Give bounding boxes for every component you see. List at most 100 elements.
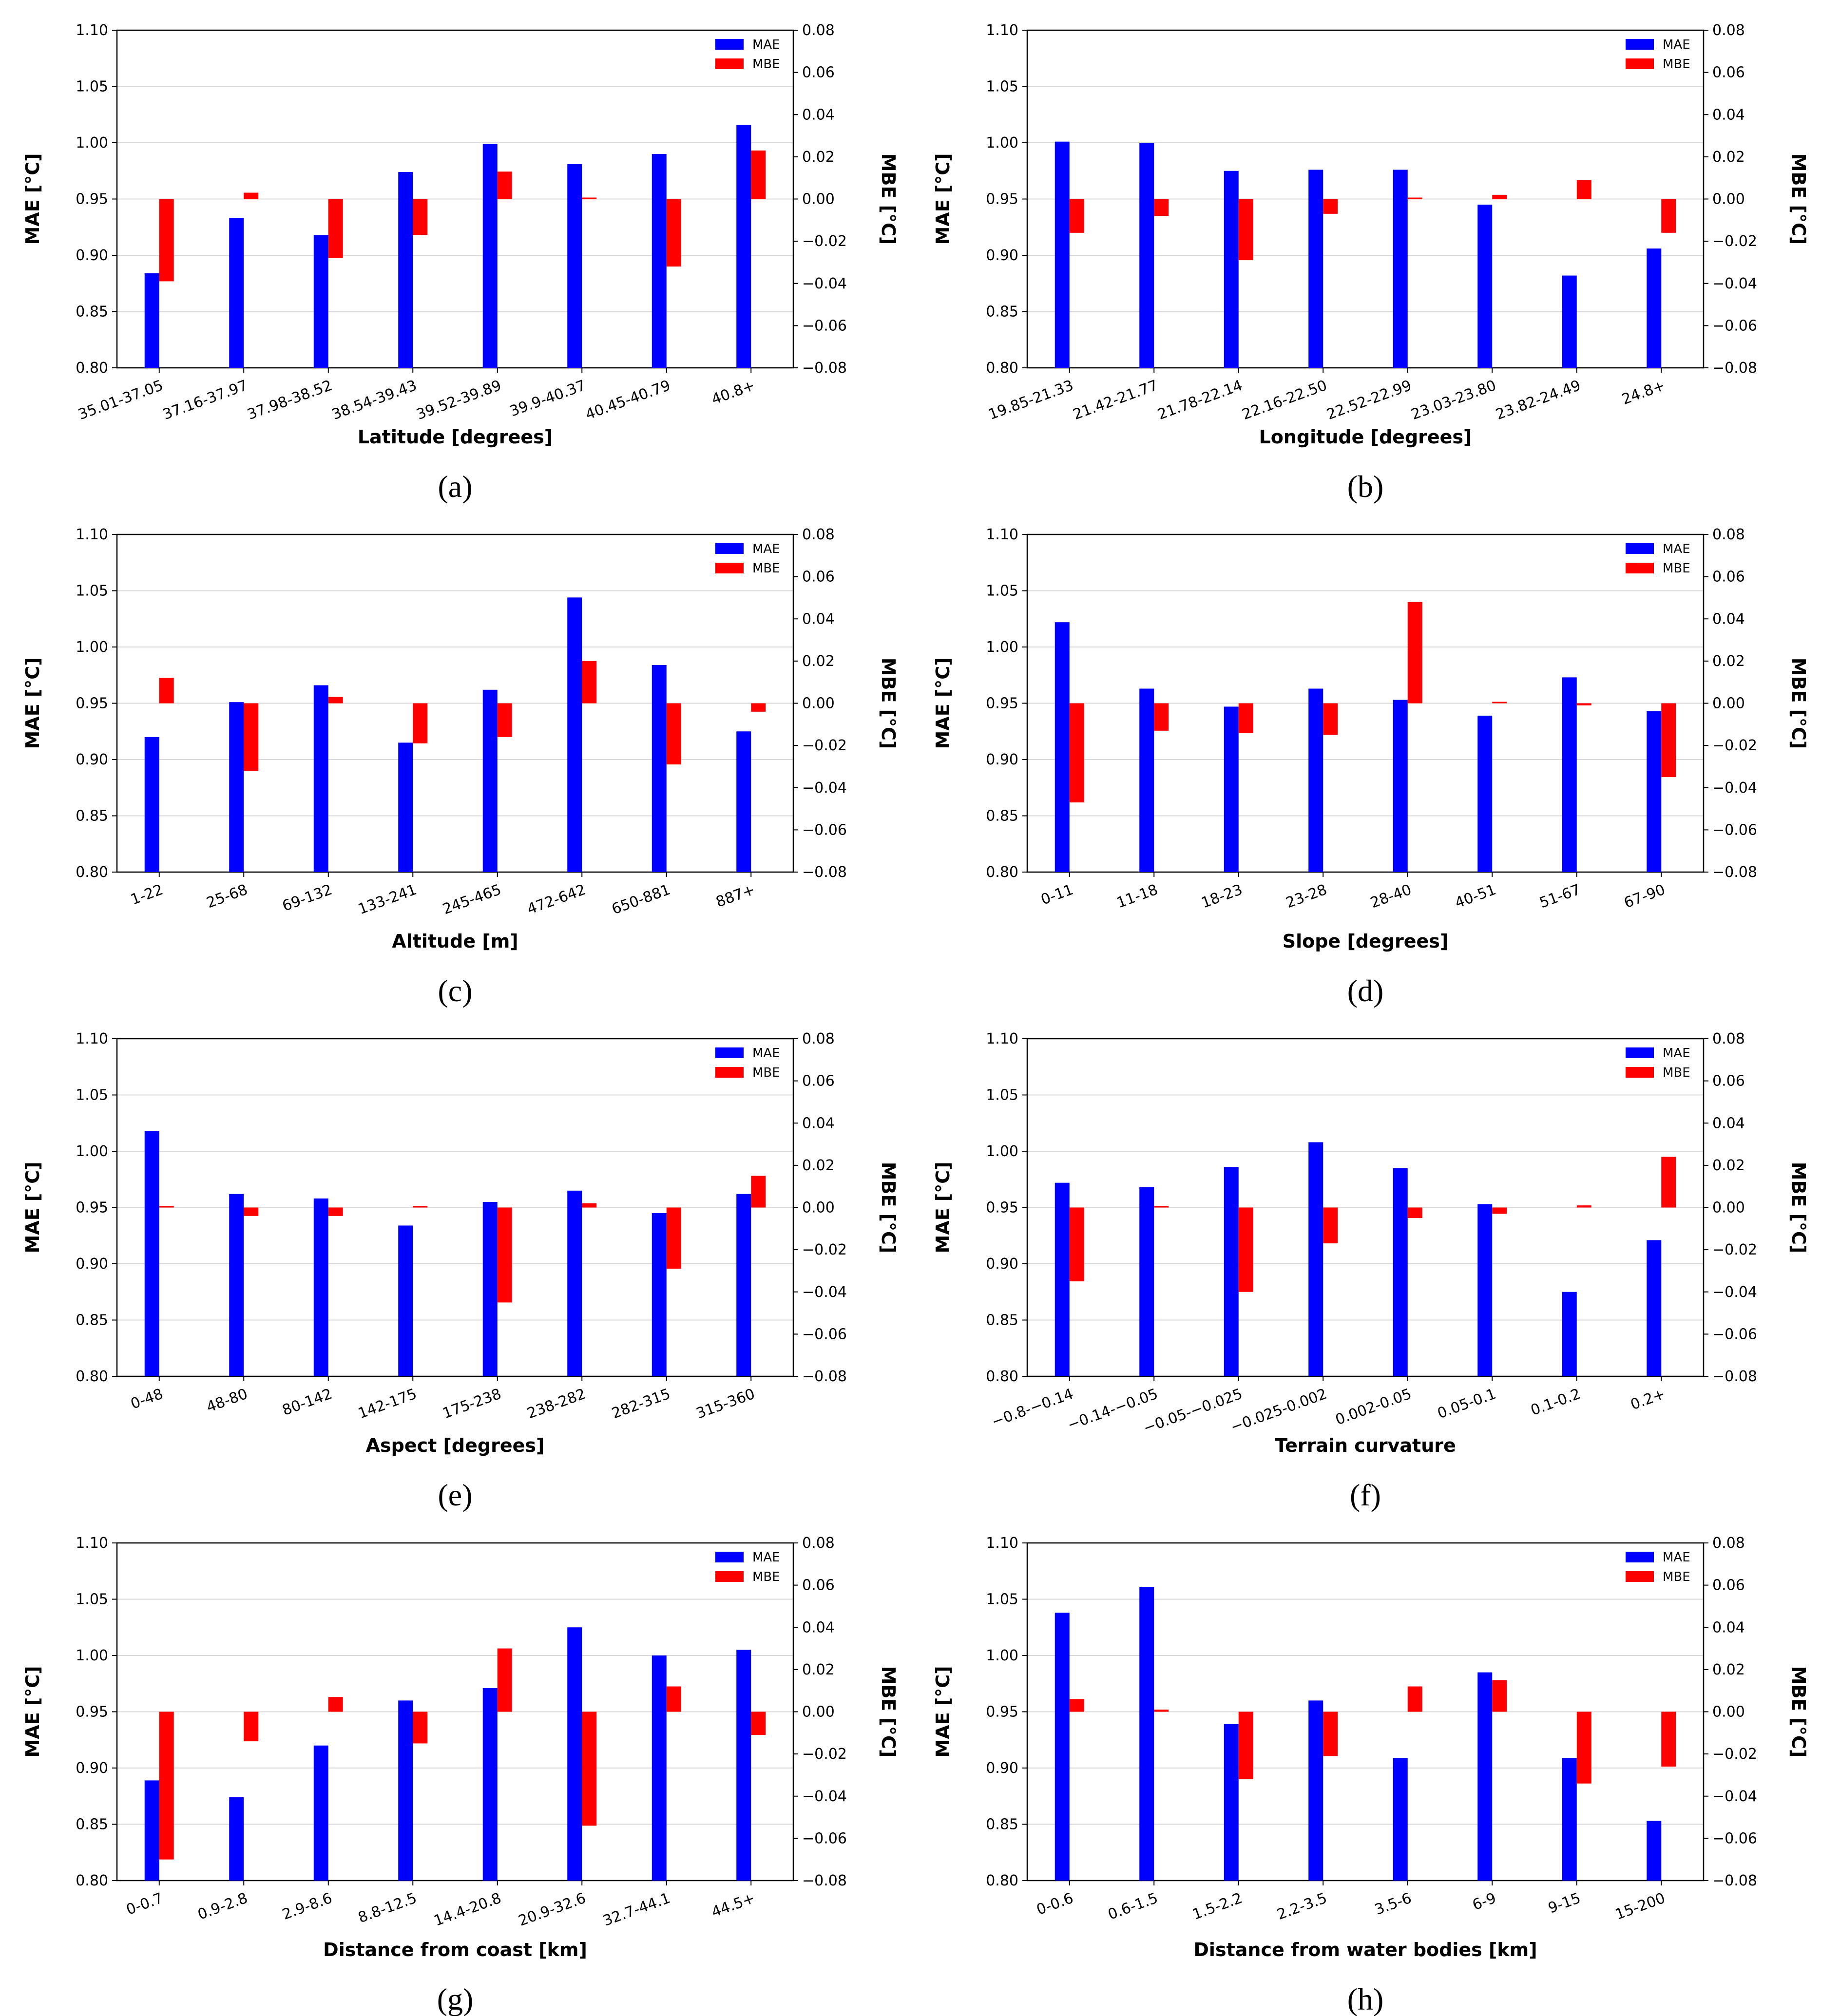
legend-label-mbe: MBE (752, 561, 780, 576)
y2-tick-label: −0.04 (802, 1284, 847, 1301)
x-tick-label: 0.1-0.2 (1529, 1386, 1583, 1419)
y-tick-label: 1.10 (986, 1535, 1018, 1552)
y2-tick-label: −0.04 (1712, 780, 1757, 797)
x-tick-label: 887+ (714, 881, 757, 911)
x-axis-label: Slope [degrees] (1283, 931, 1449, 952)
y-tick-label: 0.80 (76, 1872, 108, 1889)
legend-label-mbe: MBE (752, 1570, 780, 1584)
bar-mbe (244, 1712, 259, 1742)
bar-mbe (1661, 1712, 1676, 1767)
y2-tick-label: −0.02 (802, 233, 847, 250)
y-tick-label: 0.95 (76, 1704, 108, 1721)
y2-tick-label: 0.02 (802, 1661, 835, 1678)
legend-swatch-mbe (1626, 563, 1654, 573)
y2-tick-label: 0.08 (802, 1030, 835, 1047)
y2-tick-label: 0.00 (1712, 191, 1745, 208)
chart-panel: 0.80 0.85 0.90 0.95 1.00 1.05 1.10 −0.08 −0.06 −0… (0, 1513, 910, 2016)
bar-mae (1308, 170, 1323, 368)
chart-svg: 0.80 0.85 0.90 0.95 1.00 1.05 1.10 −0.08 −0.06 −0… (22, 22, 899, 504)
y-tick-label: 0.90 (76, 1255, 108, 1273)
y2-tick-label: −0.08 (802, 1368, 847, 1385)
bar-mae (313, 1198, 328, 1376)
bar-mae (313, 1745, 328, 1881)
bar-mae (652, 1213, 667, 1376)
x-tick-label: 1-22 (129, 881, 166, 909)
y-tick-label: 1.10 (986, 526, 1018, 543)
y-tick-label: 1.05 (986, 78, 1018, 95)
bar-mbe (1492, 1680, 1507, 1712)
x-tick-label: 11-18 (1114, 881, 1160, 912)
legend-swatch-mae (1626, 543, 1654, 554)
bar-mae (1308, 1142, 1323, 1376)
bar-mbe (1323, 199, 1338, 214)
x-tick-label: 245-465 (441, 881, 504, 918)
legend-swatch-mae (715, 39, 744, 50)
y-tick-label: 0.90 (986, 1760, 1018, 1777)
y-tick-label: 0.80 (76, 1368, 108, 1385)
x-tick-label: 39.9-40.37 (507, 377, 588, 420)
bar-mae (1477, 205, 1493, 368)
chart-svg: 0.80 0.85 0.90 0.95 1.00 1.05 1.10 −0.08 −0.06 −0… (22, 526, 899, 1008)
x-tick-label: 44.5+ (709, 1890, 757, 1921)
y-tick-label: 1.05 (986, 583, 1018, 600)
y2-tick-label: 0.04 (802, 1619, 835, 1636)
y2-tick-label: 0.02 (1712, 149, 1745, 166)
bar-mae (398, 742, 413, 872)
x-tick-label: 0.2+ (1629, 1386, 1668, 1414)
y2-tick-label: 0.00 (802, 1199, 835, 1217)
y2-tick-label: −0.06 (1712, 1830, 1757, 1847)
bar-mbe (1576, 180, 1591, 199)
legend-label-mbe: MBE (1663, 1570, 1690, 1584)
bar-mae (398, 1225, 413, 1376)
bar-mbe (159, 1712, 174, 1860)
y2-tick-label: 0.06 (1712, 1577, 1745, 1594)
bar-mbe (1154, 703, 1169, 731)
legend-label-mae: MAE (1663, 38, 1690, 52)
y2-tick-label: −0.08 (1712, 1872, 1757, 1889)
y2-tick-label: 0.06 (802, 64, 835, 81)
y2-tick-label: −0.02 (1712, 1241, 1757, 1258)
bar-mbe (1238, 1712, 1253, 1780)
legend-label-mbe: MBE (1663, 57, 1690, 72)
x-tick-label: 35.01-37.05 (76, 377, 166, 423)
x-tick-label: 175-238 (441, 1386, 504, 1423)
y2-tick-label: 0.04 (802, 1115, 835, 1132)
bar-mae (1647, 711, 1662, 872)
y-tick-label: 1.10 (76, 526, 108, 543)
legend-swatch-mae (715, 1552, 744, 1562)
y-axis-label: MAE [°C] (22, 153, 43, 245)
bar-mbe (244, 703, 259, 771)
bar-mae (1562, 1758, 1577, 1881)
y-axis-label: MAE [°C] (22, 1666, 43, 1757)
bar-mbe (244, 1207, 259, 1216)
bar-mae (482, 1201, 498, 1376)
bar-mae (313, 685, 328, 872)
x-tick-label: 142-175 (356, 1386, 419, 1423)
x-tick-label: 0.002-0.05 (1333, 1386, 1414, 1429)
y2-tick-label: −0.04 (802, 1788, 847, 1805)
x-tick-label: 8.8-12.5 (356, 1890, 419, 1927)
bar-mbe (1661, 1157, 1676, 1208)
y2-tick-label: −0.08 (1712, 360, 1757, 377)
bar-mbe (1492, 194, 1507, 199)
x-tick-label: 2.9-8.6 (280, 1890, 335, 1923)
bar-mae (482, 1688, 498, 1881)
x-tick-label: 19.85-21.33 (986, 377, 1076, 423)
x-tick-label: 20.9-32.6 (516, 1890, 588, 1930)
bar-mae (1562, 677, 1577, 872)
bar-mae (1054, 141, 1070, 368)
x-tick-label: 282-315 (610, 1386, 673, 1423)
bar-mbe (751, 150, 766, 199)
bar-mbe (1069, 199, 1084, 233)
y-tick-label: 1.00 (76, 134, 108, 152)
x-tick-label: 238-282 (525, 1386, 588, 1423)
y-tick-label: 0.95 (986, 695, 1018, 712)
bar-mbe (1661, 199, 1676, 233)
x-tick-label: 32.7-44.1 (601, 1890, 673, 1930)
y-tick-label: 0.80 (76, 360, 108, 377)
bar-mbe (751, 1712, 766, 1735)
y2-tick-label: −0.08 (802, 864, 847, 881)
y2-tick-label: −0.04 (802, 275, 847, 292)
bar-mbe (1238, 199, 1253, 261)
y2-tick-label: 0.08 (1712, 1030, 1745, 1047)
